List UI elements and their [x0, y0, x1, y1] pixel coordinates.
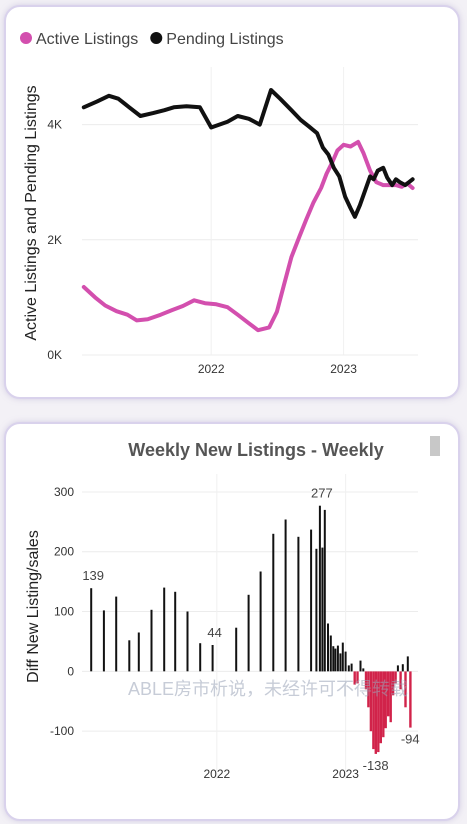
- bar: [339, 653, 342, 672]
- bar: [391, 671, 395, 696]
- bar: [186, 611, 189, 672]
- legend-marker: [150, 32, 163, 44]
- series-line-active-listings: [81, 139, 415, 333]
- bar: [382, 671, 385, 738]
- bar: [102, 610, 105, 672]
- bar: [374, 671, 377, 754]
- bar: [387, 671, 390, 717]
- bar: [315, 548, 318, 672]
- scrollbar-handle: [430, 436, 440, 456]
- bar: [332, 646, 335, 672]
- y-tick-label: -100: [50, 724, 74, 738]
- chart-title: Weekly New Listings - Weekly: [128, 440, 383, 460]
- bar: [259, 571, 262, 672]
- bar: [389, 671, 392, 723]
- bar: [128, 640, 131, 672]
- bar: [334, 648, 337, 672]
- bar: [406, 656, 409, 672]
- bar: [399, 671, 402, 690]
- watermark-text: ABLE房市析说，未经许可不得转载: [128, 679, 408, 699]
- bar: [404, 671, 407, 708]
- y-tick-label: 0K: [47, 348, 62, 362]
- bar: [150, 609, 153, 672]
- bar: [344, 651, 347, 672]
- bar: [327, 623, 329, 672]
- y-tick-label: 4K: [47, 118, 62, 132]
- bar: [396, 665, 399, 672]
- bar: [235, 627, 238, 672]
- legend-label: Pending Listings: [166, 31, 283, 48]
- y-axis-label: Diff New Listing/sales: [25, 530, 42, 683]
- bar: [347, 665, 350, 672]
- y-tick-label: 200: [54, 545, 74, 559]
- bar: [401, 664, 404, 672]
- bar: [284, 519, 287, 672]
- y-axis-label: Active Listings and Pending Listings: [23, 85, 40, 340]
- bar: [409, 671, 412, 728]
- bar: [353, 671, 356, 685]
- x-tick-label: 2022: [198, 362, 225, 376]
- bar: [137, 632, 140, 672]
- bar: [350, 663, 353, 672]
- bar: [318, 505, 321, 672]
- bar: [369, 671, 373, 732]
- bar: [377, 671, 380, 753]
- bar: [384, 671, 387, 729]
- bar: [341, 642, 344, 672]
- y-tick-label: 0: [67, 664, 74, 678]
- bar: [115, 596, 118, 672]
- bar: [394, 671, 397, 684]
- y-tick-label: 100: [54, 605, 74, 619]
- bar-chart: Weekly New Listings - Weekly 300 200 100 0 -1…: [25, 436, 440, 781]
- x-tick-label: 2023: [332, 767, 359, 781]
- bar: [272, 533, 275, 672]
- bar-chart-card: Weekly New Listings - Weekly 300 200 100 0 -1…: [4, 422, 460, 821]
- y-tick-label: 300: [54, 485, 74, 499]
- data-label: -138: [363, 758, 389, 773]
- bar: [323, 509, 326, 672]
- y-tick-label: 2K: [47, 233, 62, 247]
- data-label: 139: [82, 568, 104, 583]
- bar: [321, 547, 324, 672]
- bar: [199, 643, 202, 672]
- line-chart-card: Active Listings Pending Listings 0K 2K 4K 202…: [4, 5, 460, 399]
- bar: [336, 645, 339, 672]
- bar: [379, 671, 382, 744]
- x-tick-label: 2023: [330, 362, 357, 376]
- bar: [329, 635, 332, 672]
- bar: [310, 529, 313, 672]
- bar: [359, 660, 362, 672]
- series-line-pending-listings: [81, 88, 415, 219]
- bar: [367, 671, 370, 708]
- bar: [356, 671, 359, 684]
- bar: [90, 588, 93, 672]
- bar: [174, 591, 177, 672]
- bar: [297, 536, 300, 672]
- legend-label: Active Listings: [36, 31, 138, 48]
- line-chart: Active Listings Pending Listings 0K 2K 4K 202…: [20, 31, 418, 376]
- bar: [364, 671, 368, 690]
- data-label: 44: [207, 625, 221, 640]
- data-label: -94: [401, 732, 420, 747]
- x-tick-label: 2022: [203, 767, 230, 781]
- bar: [247, 594, 250, 672]
- legend-marker: [20, 32, 32, 44]
- bar: [362, 668, 365, 672]
- bar: [163, 587, 166, 672]
- data-label: 277: [311, 486, 333, 501]
- bar: [211, 645, 214, 672]
- bar: [372, 671, 375, 750]
